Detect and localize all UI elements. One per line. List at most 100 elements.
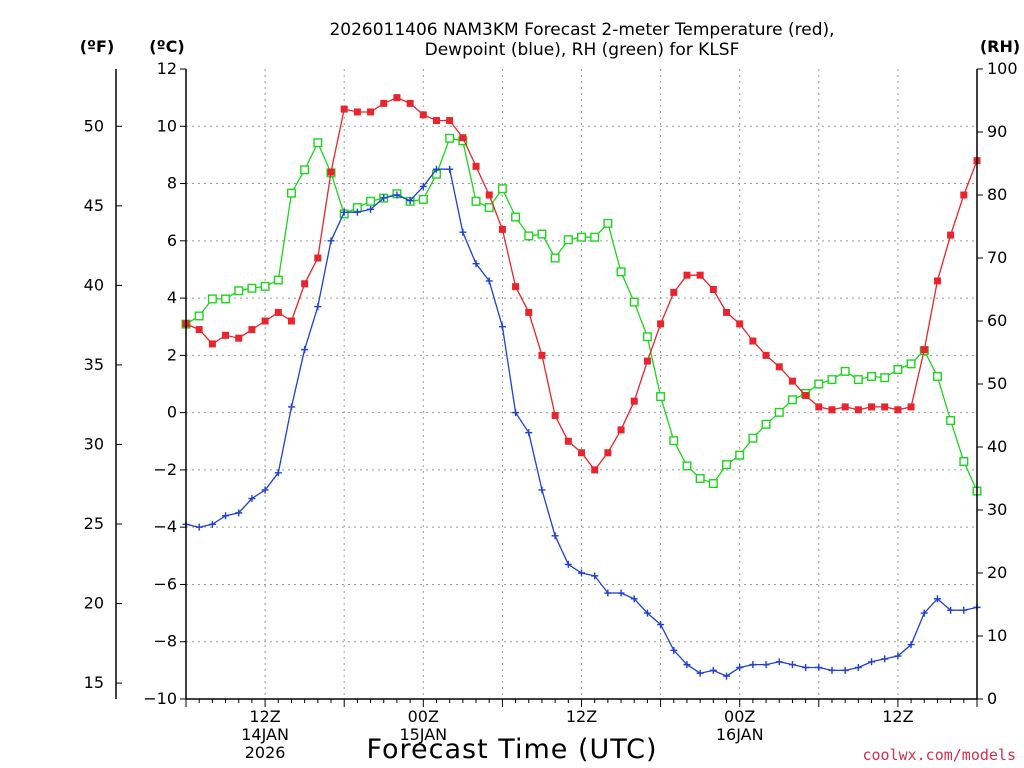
rh-axis-unit: (RH) xyxy=(980,37,1020,56)
celsius-tick-label: 10 xyxy=(157,116,177,135)
temperature-point xyxy=(406,99,414,107)
dewpoint-point xyxy=(894,652,902,660)
rh-point xyxy=(590,232,600,242)
rh-series xyxy=(181,133,982,496)
rh-point xyxy=(300,165,310,175)
dewpoint-point xyxy=(815,664,823,671)
temperature-point xyxy=(591,466,599,474)
celsius-tick-label: −10 xyxy=(143,689,177,708)
temperature-point xyxy=(340,105,348,113)
dewpoint-point xyxy=(512,409,520,417)
temperature-point xyxy=(512,283,520,291)
rh-tick-label: 60 xyxy=(987,311,1007,330)
dewpoint-point xyxy=(485,277,493,285)
dewpoint-point xyxy=(459,228,467,236)
temperature-point xyxy=(854,406,862,414)
rh-point xyxy=(932,371,942,381)
dewpoint-point xyxy=(841,666,849,674)
rh-point xyxy=(221,294,231,304)
celsius-tick-label: −8 xyxy=(153,632,177,651)
temperature-point xyxy=(933,277,941,285)
x-tick-label: 2026 xyxy=(245,743,286,762)
x-tick-label: 00Z xyxy=(408,707,439,726)
rh-point xyxy=(893,365,903,375)
temperature-point xyxy=(578,449,585,457)
dewpoint-point xyxy=(881,655,889,663)
dewpoint-point xyxy=(195,523,203,531)
temperature-point xyxy=(881,403,889,411)
x-axis-title: Forecast Time (UTC) xyxy=(366,734,657,765)
dewpoint-point xyxy=(261,486,269,494)
source-credit: coolwx.com/models xyxy=(862,746,1016,764)
temperature-point xyxy=(538,351,546,359)
dewpoint-point xyxy=(802,664,810,671)
rh-point xyxy=(906,359,916,369)
fahrenheit-axis-unit: (ºF) xyxy=(80,37,115,56)
rh-point xyxy=(260,281,270,291)
celsius-tick-label: −4 xyxy=(153,517,177,536)
dewpoint-point xyxy=(222,512,230,520)
dewpoint-point xyxy=(380,194,388,202)
temperature-point xyxy=(222,331,230,339)
dewpoint-series xyxy=(182,165,981,680)
dewpoint-point xyxy=(643,609,651,617)
temperature-point xyxy=(248,326,256,334)
dewpoint-point xyxy=(683,661,691,669)
celsius-tick-label: −2 xyxy=(153,460,177,479)
rh-tick-label: 70 xyxy=(987,248,1007,267)
dewpoint-point xyxy=(749,661,757,669)
dewpoint-point xyxy=(854,664,862,671)
rh-point xyxy=(787,395,797,405)
temperature-point xyxy=(261,317,269,325)
rh-point xyxy=(511,212,521,222)
dewpoint-point xyxy=(630,595,638,603)
temperature-point xyxy=(643,357,651,365)
dewpoint-point xyxy=(657,621,665,629)
rh-point xyxy=(537,229,547,239)
temperature-point xyxy=(775,363,783,371)
rh-point xyxy=(313,138,323,148)
temperature-point xyxy=(485,191,493,199)
dewpoint-point xyxy=(525,429,533,437)
rh-tick-label: 0 xyxy=(987,689,997,708)
rh-point xyxy=(853,375,863,385)
rh-point xyxy=(577,232,587,242)
celsius-tick-label: 6 xyxy=(167,231,177,250)
rh-point xyxy=(748,433,758,443)
rh-point xyxy=(629,297,639,307)
rh-point xyxy=(445,133,455,143)
dewpoint-point xyxy=(604,589,612,597)
dewpoint-point xyxy=(762,661,770,669)
dewpoint-point xyxy=(696,669,704,677)
rh-tick-label: 20 xyxy=(987,563,1007,582)
temperature-point xyxy=(274,308,282,316)
dewpoint-point xyxy=(788,661,796,669)
temperature-point xyxy=(367,108,375,116)
dewpoint-point xyxy=(248,495,256,503)
fahrenheit-tick-label: 50 xyxy=(84,116,104,135)
rh-point xyxy=(656,392,666,402)
temperature-point xyxy=(762,351,770,359)
rh-point xyxy=(682,461,692,471)
dewpoint-point xyxy=(367,205,375,213)
temperature-point xyxy=(314,254,322,262)
dewpoint-point xyxy=(617,589,625,597)
dewpoint-point xyxy=(736,664,744,671)
dewpoint-point xyxy=(327,237,335,245)
rh-point xyxy=(563,235,573,245)
temperature-series xyxy=(182,94,981,474)
rh-tick-label: 10 xyxy=(987,626,1007,645)
celsius-tick-label: −6 xyxy=(153,574,177,593)
rh-point xyxy=(207,294,217,304)
temperature-point xyxy=(828,406,836,414)
fahrenheit-tick-label: 25 xyxy=(84,514,104,533)
rh-point xyxy=(524,231,534,241)
dewpoint-point xyxy=(907,641,915,649)
rh-tick-label: 90 xyxy=(987,122,1007,141)
x-tick-label: 14JAN xyxy=(241,725,289,744)
dewpoint-point xyxy=(551,532,559,540)
dewpoint-point xyxy=(538,486,546,494)
rh-point xyxy=(708,479,718,489)
dewpoint-point xyxy=(393,191,401,199)
